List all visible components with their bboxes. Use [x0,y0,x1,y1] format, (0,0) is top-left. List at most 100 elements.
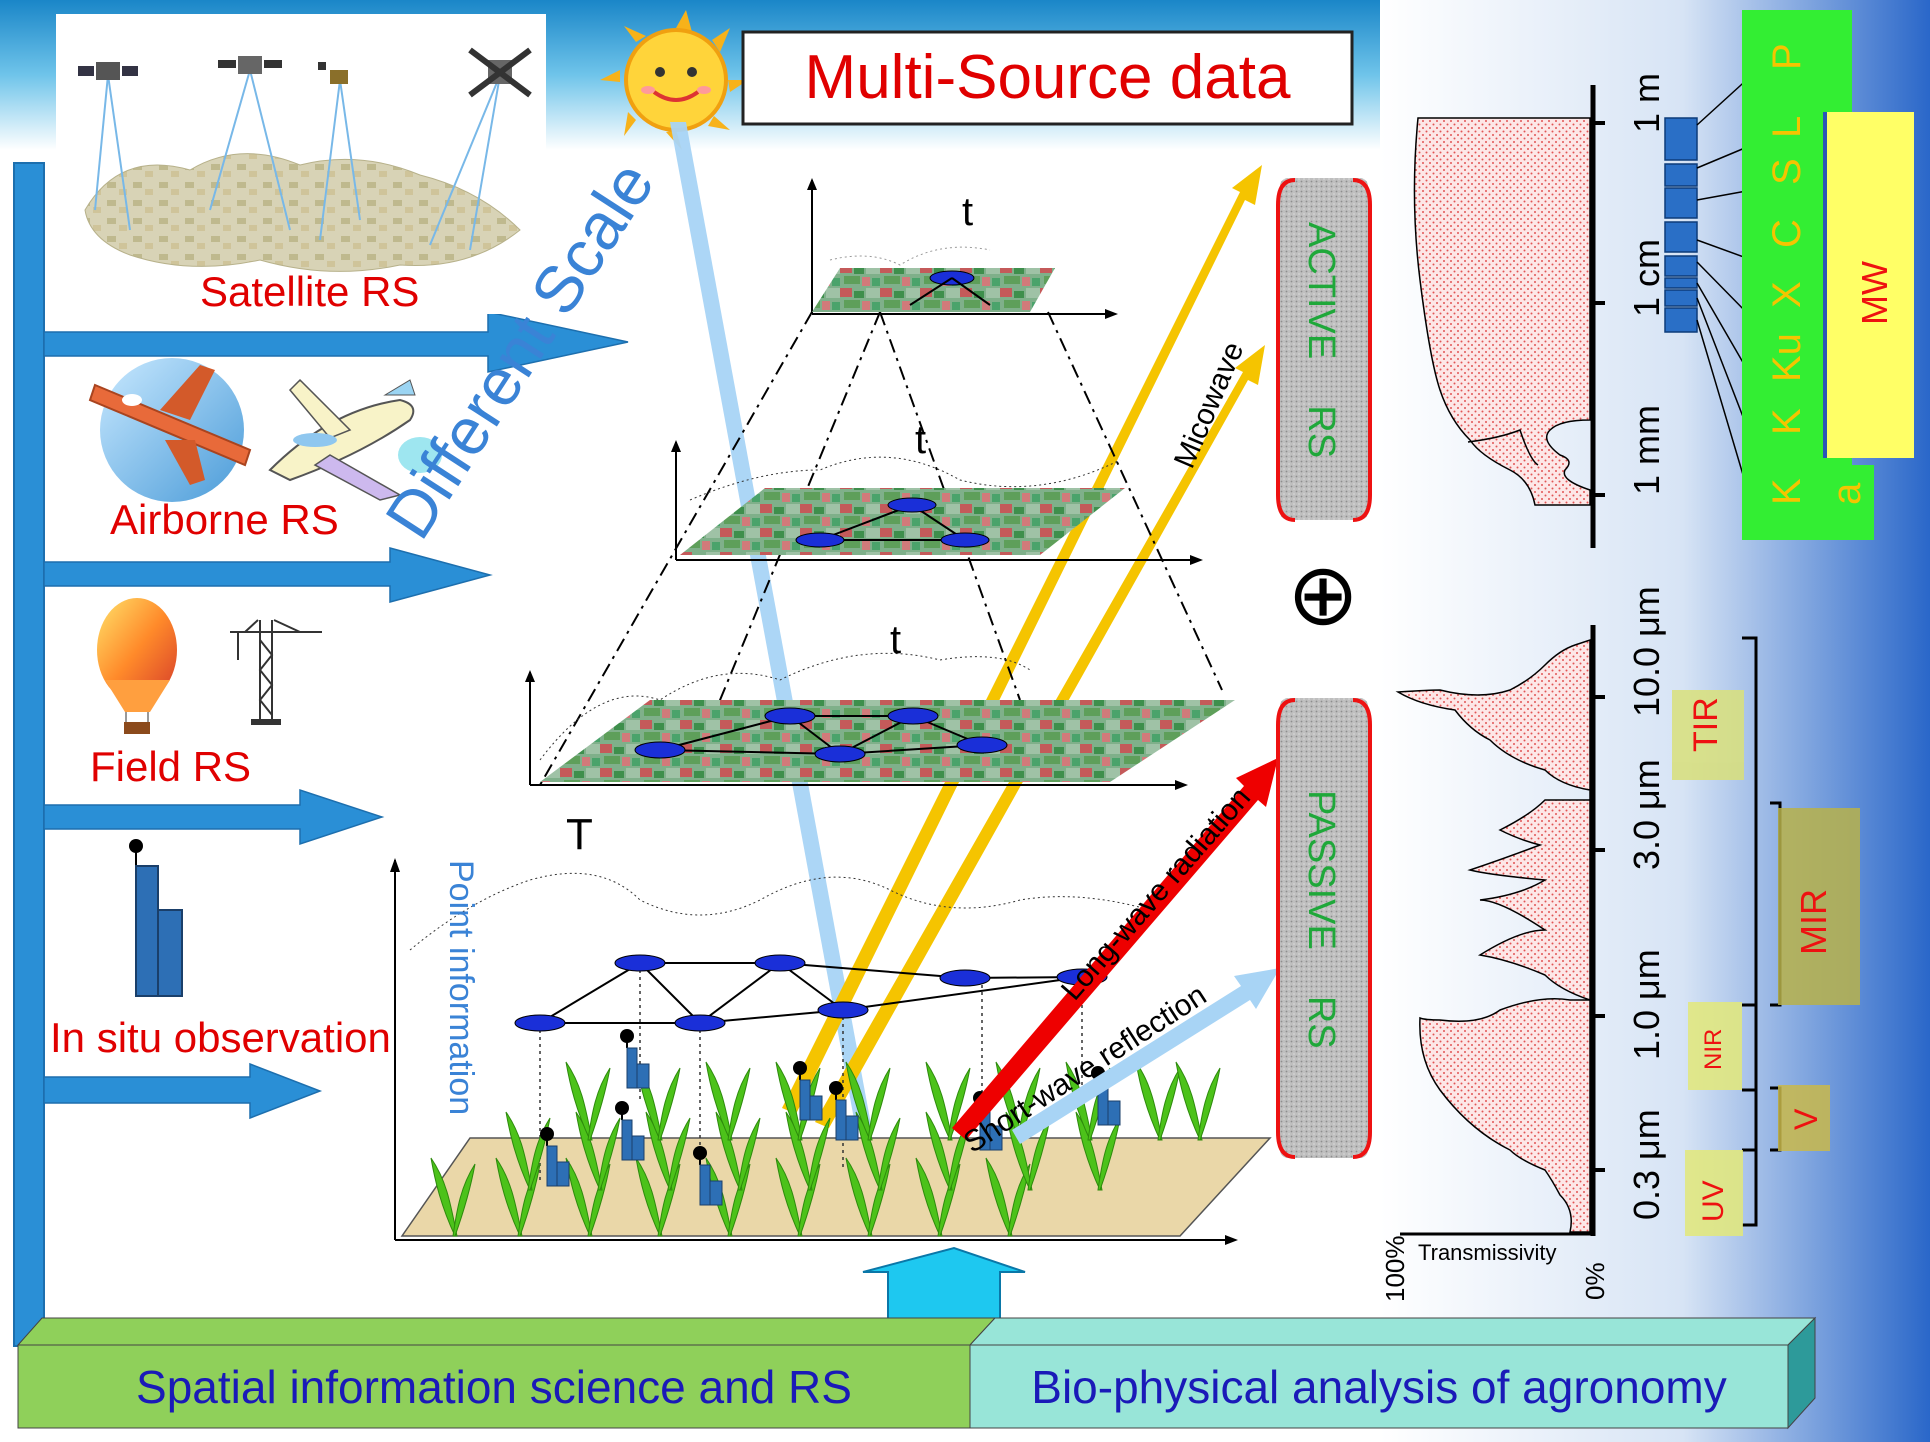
sensor-tower-body [636,1063,650,1089]
band-label: P [1765,43,1809,70]
source-label-field: Field RS [90,743,252,790]
transmissivity-label: Transmissivity [1418,1240,1557,1265]
crop-field [430,1061,1221,1237]
crop-leaf [925,1061,953,1141]
satellite-icon [78,62,138,80]
sensor-tower-body [835,1099,847,1141]
active-rs-line2: RS [1300,405,1342,459]
time-label-t1: t [962,190,974,234]
crop-leaf [1005,1111,1033,1191]
crop-leaf [705,1061,733,1141]
source-label-satellite: Satellite RS [200,268,420,315]
in-situ-tower-icon [129,839,183,997]
time-label-t2: t [915,418,927,462]
wavelength-label: 1.0 μm [1626,949,1667,1061]
sensor-tower-body [809,1095,823,1121]
crop-leaf [587,1163,611,1237]
crop-leaf [495,1157,523,1237]
active-rs-label: ACTIVE RS [1299,222,1342,458]
combine-symbol: ⊕ [1286,545,1360,645]
crop-leaf [597,1117,621,1191]
sensor-tower-body [621,1119,633,1161]
band-label: L [1765,115,1809,138]
crop-leaf [845,1157,873,1237]
crop-leaf [727,1067,751,1141]
sensor-tower-body [556,1161,570,1187]
passive-rs-label: PASSIVE RS [1299,790,1342,1049]
bottom-bar-right-label: Bio-physical analysis of agronomy [1031,1361,1727,1413]
passive-rs-line2: RS [1300,995,1342,1049]
axis-0-label: 0% [1580,1262,1610,1300]
crop-leaf [775,1061,803,1141]
crop-leaf [807,1117,831,1191]
satellite-icon [318,62,348,84]
active-rs-box [1276,178,1372,522]
crop-leaf [775,1157,803,1237]
satellite-icon [468,47,532,98]
crop-leaf [785,1111,813,1191]
crop-leaf [937,1163,961,1237]
crop-leaf [855,1111,883,1191]
sensor-tower-body [1107,1100,1121,1126]
region-label: MIR [1793,889,1834,955]
crop-leaf [947,1067,971,1141]
region-label: V [1788,1108,1824,1130]
sensor-tower-body [699,1164,711,1206]
wavelength-label: 1 m [1626,72,1667,133]
crop-leaf [1197,1067,1221,1141]
sensor-tower-body [989,1125,1003,1151]
source-label-in-situ: In situ observation [50,1014,391,1061]
band-label-suffix: a [1825,482,1869,505]
airplane-icon [268,378,442,501]
band-label: K [1765,408,1809,435]
bottom-bar-left-label: Spatial information science and RS [136,1361,852,1413]
crop-leaf [452,1163,476,1237]
region-label: UV [1697,1180,1730,1222]
mw-label: MW [1854,261,1895,325]
crop-leaf [517,1163,541,1237]
axis-100-label: 100% [1380,1235,1410,1303]
wavelength-label: 3.0 μm [1626,759,1667,871]
crop-leaf [1017,1067,1041,1141]
band-label: X [1765,281,1809,308]
crop-leaf [877,1117,901,1191]
sensor-tower-body [709,1180,723,1206]
band-label: S [1765,158,1809,185]
page-title: Multi-Source data [804,43,1291,112]
wavelength-label: 1 cm [1626,238,1667,317]
crop-leaf [915,1157,943,1237]
crane-tower-icon [230,619,322,725]
crop-leaf [845,1061,873,1141]
wavelength-label: 0.3 μm [1626,1109,1667,1221]
hot-air-balloon-icon [97,598,177,734]
crop-leaf [1175,1061,1203,1141]
wavelength-label: 1 mm [1626,405,1667,495]
point-information-label: Point information [442,860,480,1116]
time-label-T: T [566,810,593,859]
crop-leaf [797,1163,821,1237]
crop-leaf [505,1111,533,1191]
passive-rs-line1: PASSIVE [1300,790,1342,950]
band-label: C [1765,219,1809,248]
passive-rs-box [1276,698,1372,1159]
sensor-tower-body [546,1145,558,1187]
band-label: K [1765,478,1809,505]
sun-icon [600,10,748,150]
airplane-icon [88,358,252,502]
crop-leaf [575,1111,603,1191]
sensor-tower-body [799,1079,811,1121]
crop-leaf [1007,1163,1031,1237]
crop-leaf [727,1163,751,1237]
wavelength-label: 10.0 μm [1626,586,1667,718]
sensor-tower-body [626,1047,638,1089]
crop-leaf [867,1163,891,1237]
sensor-tower-body [631,1135,645,1161]
crop-leaf [925,1111,953,1191]
crop-leaf [657,1067,681,1141]
band-label: Ku [1765,333,1809,382]
time-label-t3: t [890,618,902,662]
crop-leaf [667,1117,691,1191]
crop-leaf [565,1157,593,1237]
crop-leaf [587,1067,611,1141]
